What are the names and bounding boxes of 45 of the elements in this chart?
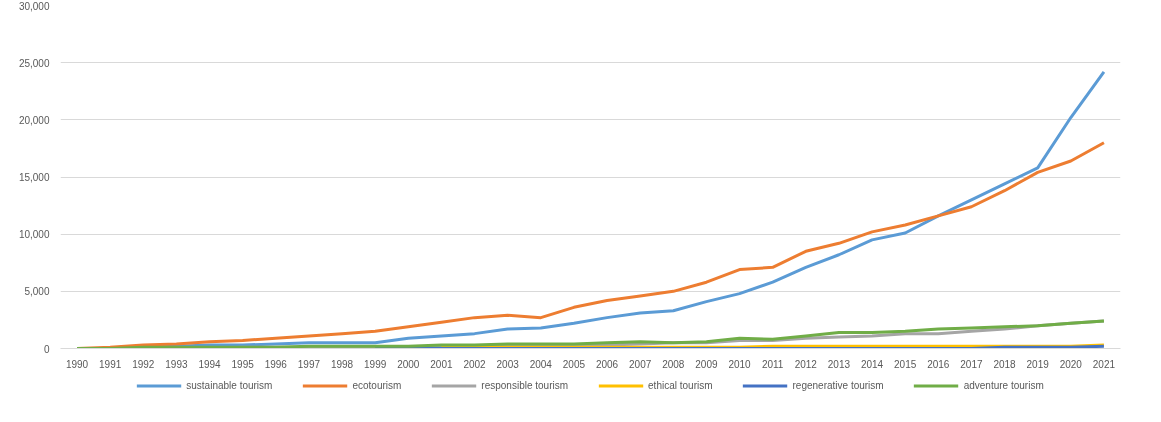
x-tick-label: 2001: [430, 358, 453, 370]
x-tick-label: 1993: [165, 358, 188, 370]
x-tick-label: 2007: [629, 358, 652, 370]
y-tick-label: 10,000: [18, 229, 50, 241]
x-tick-label: 2004: [529, 358, 553, 370]
x-tick-label: 2008: [662, 358, 685, 370]
legend-label: ethical tourism: [648, 379, 713, 391]
x-tick-label: 2000: [397, 358, 420, 370]
y-tick-label: 25,000: [18, 57, 50, 69]
x-tick-label: 2015: [894, 358, 917, 370]
x-tick-label: 2009: [695, 358, 718, 370]
legend-label: regenerative tourism: [792, 379, 884, 391]
x-tick-label: 1991: [99, 358, 122, 370]
x-tick-label: 1998: [330, 358, 354, 370]
y-tick-label: 15,000: [18, 172, 50, 183]
x-tick-label: 2011: [761, 358, 784, 370]
x-tick-label: 2016: [927, 358, 950, 370]
x-tick-label: 1992: [132, 358, 155, 370]
x-tick-label: 2020: [1059, 358, 1083, 370]
x-tick-label: 2005: [562, 358, 586, 370]
x-tick-label: 2003: [496, 358, 520, 370]
x-tick-label: 2021: [1092, 358, 1116, 370]
x-tick-label: 2010: [728, 358, 752, 370]
x-tick-label: 2017: [960, 358, 983, 370]
x-tick-label: 2014: [860, 358, 884, 370]
x-tick-label: 2013: [827, 358, 851, 370]
x-tick-label: 1995: [231, 358, 255, 370]
x-tick-label: 1996: [264, 358, 288, 370]
legend-label: responsible tourism: [481, 379, 569, 391]
x-tick-label: 2012: [794, 358, 818, 370]
x-tick-label: 2018: [993, 358, 1017, 370]
legend-label: adventure tourism: [963, 379, 1044, 391]
y-tick-label: 30,000: [18, 0, 50, 12]
x-tick-label: 1997: [297, 358, 321, 370]
x-tick-label: 2006: [595, 358, 619, 370]
x-tick-label: 2019: [1026, 358, 1050, 370]
x-tick-label: 1999: [364, 358, 387, 370]
x-tick-label: 1990: [65, 358, 89, 370]
x-tick-label: 1994: [198, 358, 222, 370]
y-tick-label: 0: [43, 343, 50, 355]
y-tick-label: 20,000: [18, 114, 50, 126]
legend-label: ecotourism: [352, 379, 402, 391]
y-tick-label: 5,000: [24, 286, 50, 298]
x-tick-label: 2002: [463, 358, 487, 370]
legend-label: sustainable tourism: [186, 379, 273, 391]
